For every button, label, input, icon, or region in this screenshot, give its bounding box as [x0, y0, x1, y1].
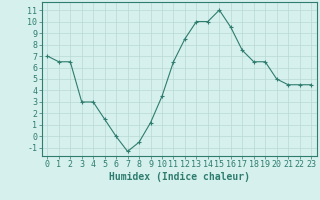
X-axis label: Humidex (Indice chaleur): Humidex (Indice chaleur): [109, 172, 250, 182]
